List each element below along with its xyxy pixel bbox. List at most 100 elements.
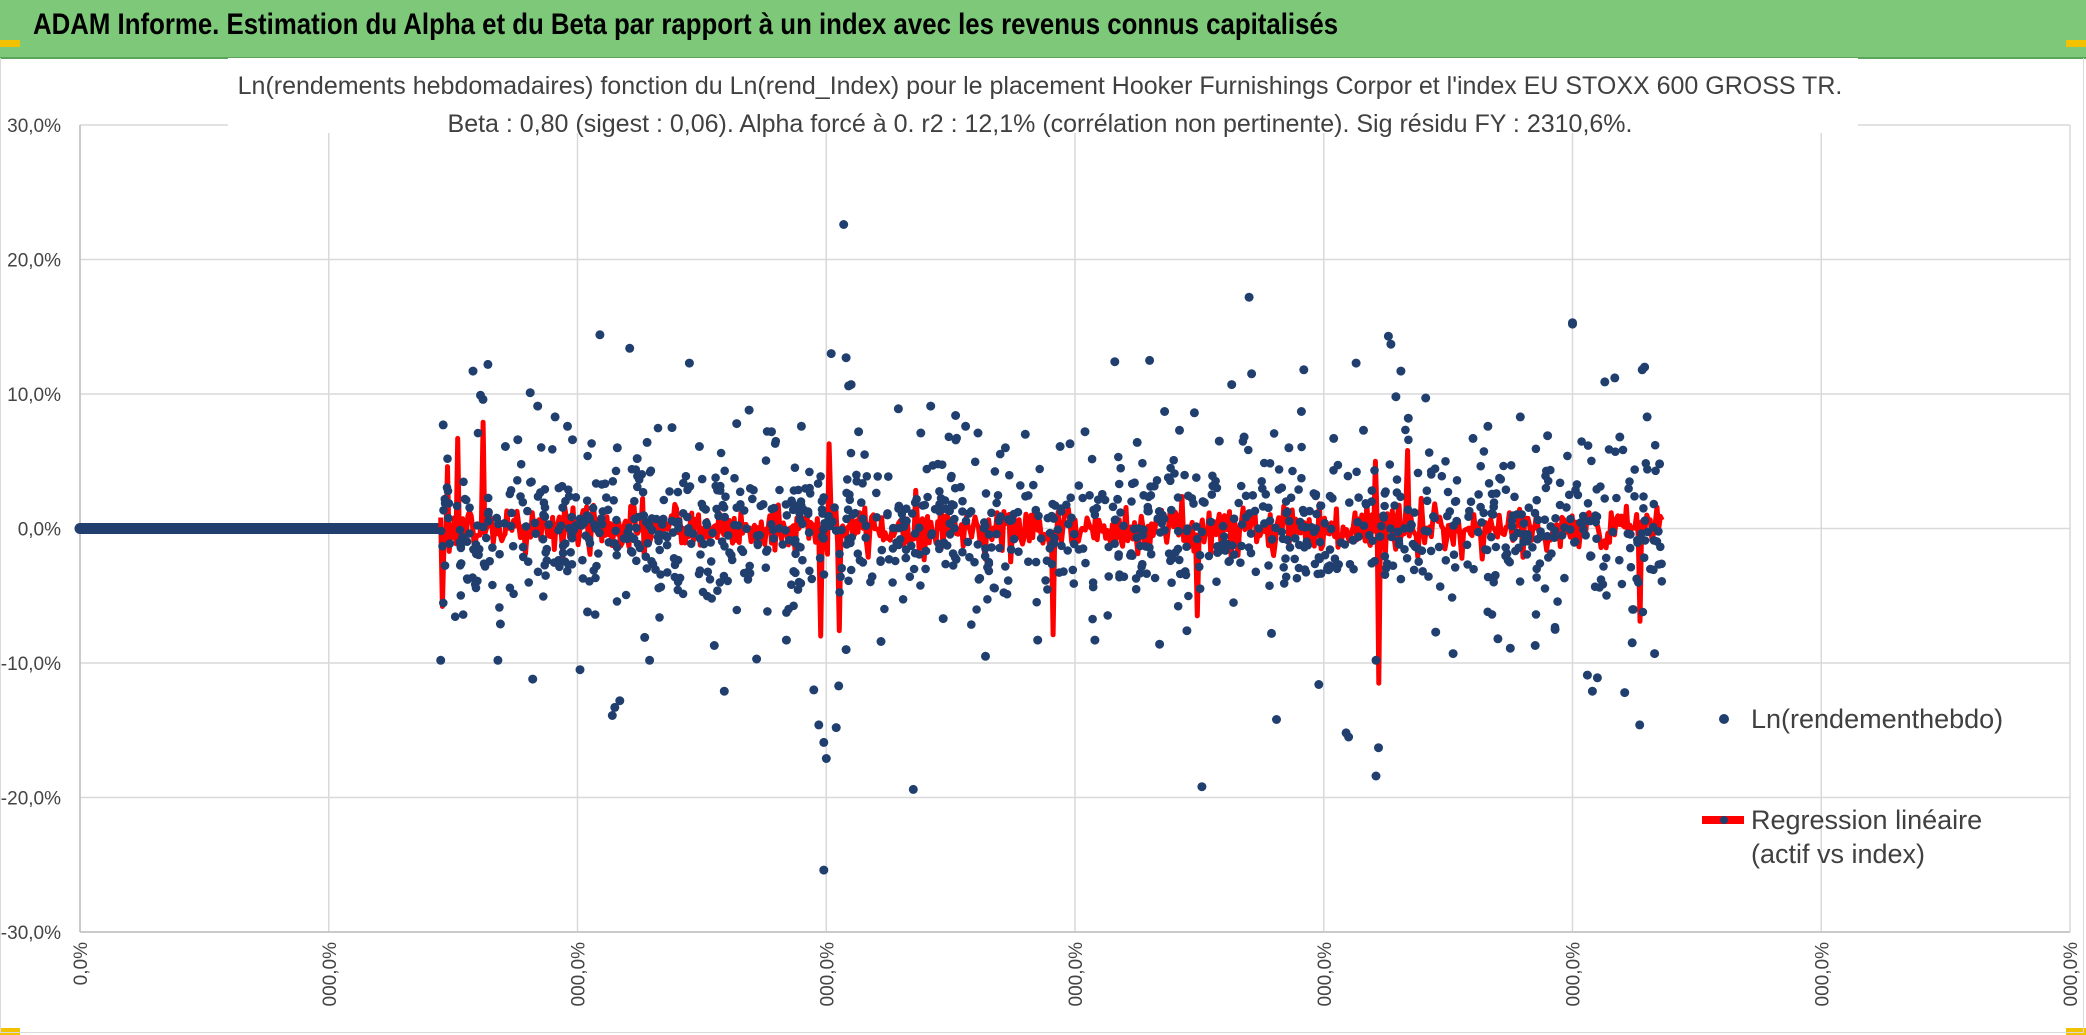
- data-point: [816, 472, 825, 481]
- data-point: [756, 501, 765, 511]
- data-point: [1546, 522, 1555, 531]
- data-point: [1388, 561, 1398, 570]
- data-point: [665, 487, 674, 496]
- data-point: [914, 523, 924, 532]
- data-point: [1602, 591, 1611, 600]
- data-point: [901, 553, 911, 563]
- data-point: [1085, 491, 1094, 500]
- data-point: [595, 330, 605, 340]
- data-point: [855, 556, 865, 565]
- data-point: [831, 723, 841, 733]
- data-point: [1184, 591, 1193, 601]
- data-point: [673, 487, 683, 497]
- data-point: [1396, 366, 1406, 376]
- data-point: [975, 573, 985, 583]
- data-point: [1261, 490, 1271, 499]
- data-point: [1119, 521, 1128, 531]
- data-point: [1473, 527, 1483, 537]
- data-point: [918, 501, 928, 510]
- data-point: [566, 548, 575, 557]
- data-point: [938, 614, 948, 624]
- data-point: [819, 865, 829, 875]
- data-point: [912, 494, 921, 504]
- data-point: [1586, 552, 1595, 561]
- data-point: [702, 520, 712, 530]
- data-point: [1204, 551, 1214, 561]
- data-point: [632, 523, 641, 533]
- data-point: [1024, 557, 1033, 566]
- data-point: [1110, 539, 1119, 548]
- data-point: [752, 654, 762, 664]
- data-point: [1207, 490, 1217, 499]
- data-point: [727, 550, 736, 560]
- data-point: [611, 526, 620, 536]
- data-point: [945, 519, 954, 528]
- data-point: [587, 439, 596, 448]
- data-point: [880, 604, 889, 614]
- data-point: [706, 557, 716, 566]
- data-point: [540, 560, 549, 570]
- data-point: [1489, 502, 1498, 512]
- data-point: [694, 569, 704, 579]
- data-point: [907, 509, 917, 518]
- data-point: [958, 496, 967, 506]
- data-point: [1059, 567, 1068, 576]
- data-point: [663, 568, 672, 577]
- data-point: [824, 511, 834, 521]
- data-point: [1043, 585, 1052, 594]
- data-point: [633, 482, 642, 492]
- data-point: [972, 605, 981, 614]
- data-point: [1576, 518, 1585, 527]
- data-point: [516, 459, 526, 469]
- data-point: [645, 467, 655, 477]
- data-point: [568, 435, 577, 445]
- data-point: [1437, 471, 1447, 481]
- data-point: [796, 579, 806, 588]
- data-point: [541, 571, 550, 580]
- data-point: [927, 529, 937, 538]
- data-point: [1499, 461, 1508, 471]
- data-point: [436, 655, 446, 665]
- data-point: [561, 496, 570, 506]
- data-point: [884, 555, 894, 564]
- x-tick-label: 000,0%: [1564, 942, 1585, 1007]
- data-point: [1353, 517, 1362, 527]
- data-point: [737, 545, 746, 554]
- data-point: [888, 523, 898, 533]
- data-point: [1267, 628, 1276, 638]
- data-point: [655, 545, 664, 555]
- data-point: [926, 401, 936, 411]
- data-point: [1557, 531, 1567, 540]
- data-point: [830, 503, 839, 512]
- data-point: [1476, 461, 1485, 471]
- data-point: [860, 450, 869, 459]
- data-point: [1489, 577, 1498, 587]
- data-point: [1649, 499, 1659, 509]
- data-point: [767, 504, 777, 514]
- corner-mark-top-right: [2066, 40, 2086, 47]
- data-point: [735, 487, 745, 497]
- data-point: [1074, 481, 1084, 490]
- data-point: [1113, 495, 1122, 504]
- data-point: [533, 567, 543, 577]
- data-point: [571, 493, 581, 502]
- data-point: [507, 508, 516, 518]
- data-point: [1258, 502, 1268, 511]
- data-point: [1533, 515, 1543, 525]
- data-point: [784, 604, 793, 614]
- data-point: [1332, 564, 1342, 574]
- data-point: [615, 696, 625, 706]
- data-point: [987, 543, 996, 552]
- data-point: [550, 412, 560, 422]
- data-point: [1530, 641, 1540, 650]
- data-point: [1481, 545, 1490, 554]
- data-point: [653, 532, 663, 542]
- data-point: [1451, 496, 1461, 506]
- data-point: [1486, 532, 1496, 542]
- data-point: [1297, 442, 1306, 452]
- data-point: [1031, 505, 1041, 515]
- data-point: [928, 461, 938, 470]
- data-point: [661, 531, 670, 540]
- data-point: [1312, 509, 1321, 519]
- data-point: [782, 511, 792, 520]
